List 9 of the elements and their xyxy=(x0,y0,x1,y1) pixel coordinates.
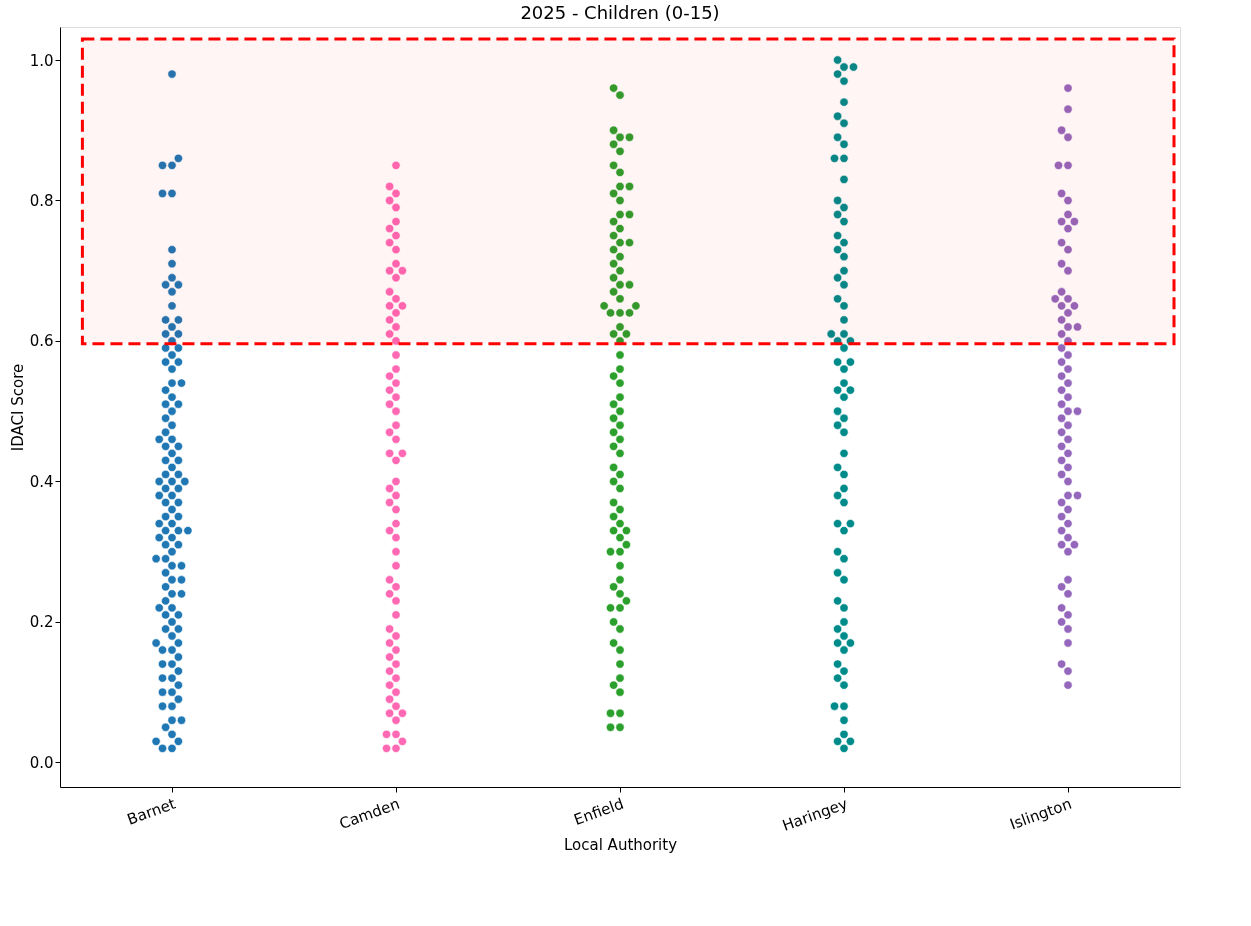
x-axis-title: Local Authority xyxy=(563,835,678,854)
y-tick-label: 0.0 xyxy=(29,753,54,772)
y-tick-label: 0.4 xyxy=(29,472,54,491)
y-axis-title: IDACI Score xyxy=(8,363,27,452)
chart-title: 2025 - Children (0-15) xyxy=(520,2,720,23)
y-tick-label: 0.6 xyxy=(29,332,54,351)
y-tick-label: 1.0 xyxy=(29,51,54,70)
y-tick-label: 0.8 xyxy=(29,191,54,210)
y-tick-label: 0.2 xyxy=(29,613,54,632)
